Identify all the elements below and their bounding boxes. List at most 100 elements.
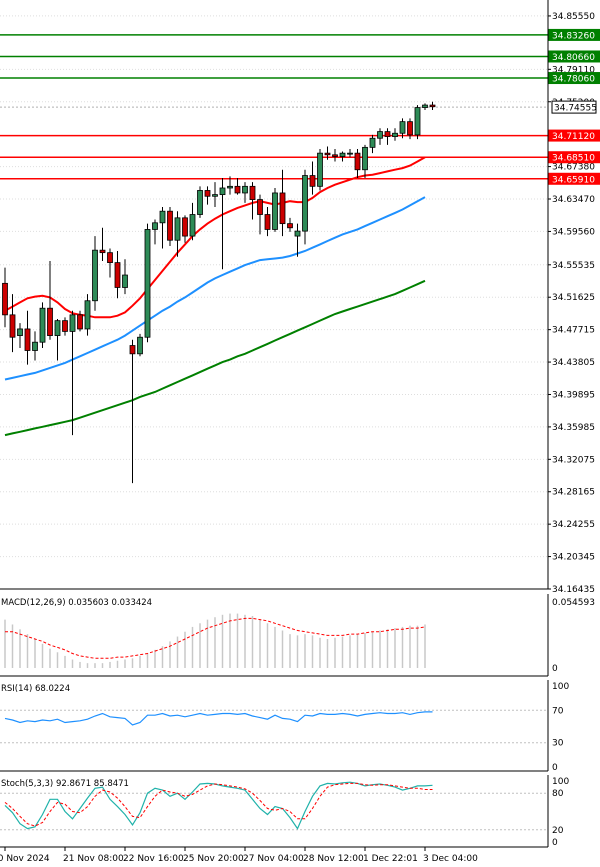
level-label-box [548, 129, 600, 142]
indicator-title: RSI(14) 68.0224 [1, 684, 70, 694]
price-tick-label: 34.28165 [552, 488, 595, 498]
candle [294, 223, 301, 257]
level-label-box [548, 172, 600, 185]
candle-body [279, 192, 286, 225]
candle [129, 339, 136, 484]
candle-body [399, 121, 406, 134]
candle-body [302, 175, 308, 232]
candle-body [309, 175, 316, 187]
candle-body [129, 345, 136, 355]
price-tick-label: 34.63470 [552, 195, 595, 205]
price-tick-label: 34.51625 [552, 293, 595, 303]
candle-body [227, 185, 233, 189]
candle [332, 149, 338, 162]
candle-body [92, 249, 98, 302]
candle [429, 101, 436, 111]
candle-body [174, 217, 181, 241]
candle [347, 149, 353, 158]
candle-body [144, 229, 151, 338]
ma-medium-line [4, 196, 426, 381]
candle [227, 176, 233, 195]
price-tick-label: 34.35985 [552, 423, 595, 433]
candle [369, 134, 376, 154]
candle-body [392, 132, 398, 137]
indicator-title: MACD(12,26,9) 0.035603 0.033424 [1, 598, 152, 608]
candle-body [122, 274, 128, 288]
candle [47, 260, 53, 340]
candle-body [422, 104, 428, 108]
price-axis: 34.8555034.7911034.7520034.6738034.63470… [548, 12, 600, 595]
stoch-d-line [4, 782, 433, 827]
candle [77, 310, 83, 332]
stoch-k-line [4, 781, 433, 830]
candle [122, 259, 128, 295]
candle-body [39, 307, 46, 343]
candle [69, 310, 76, 436]
stoch-tick-label: 0 [552, 838, 558, 848]
candle [339, 151, 346, 162]
candle [197, 186, 203, 218]
candle [54, 318, 61, 361]
candle-body [324, 152, 331, 156]
candle-body [242, 185, 248, 194]
time-tick-label: 25 Nov 20:00 [183, 854, 244, 864]
candle-body [294, 230, 301, 237]
candle [212, 182, 218, 208]
candle-body [69, 314, 76, 332]
candle-body [84, 300, 91, 330]
panel-frames [0, 0, 549, 848]
time-tick-label: 22 Nov 16:00 [123, 854, 184, 864]
candle [204, 186, 211, 205]
candle [317, 149, 323, 191]
candle [384, 128, 391, 145]
candle [189, 202, 196, 241]
macd-tick-label: 0 [552, 664, 558, 674]
candle-body [257, 199, 263, 215]
candle-body [54, 320, 61, 336]
candle-body [264, 214, 271, 230]
candle [234, 178, 241, 195]
level-label-box [548, 72, 600, 85]
candle-body [77, 314, 83, 330]
price-tick-label: 34.59560 [552, 227, 595, 237]
candle [182, 215, 188, 243]
stoch-tick-label: 20 [552, 826, 564, 836]
candle [114, 250, 121, 299]
candles [2, 101, 436, 484]
candle [24, 310, 31, 365]
price-tick-label: 34.43805 [552, 358, 595, 368]
candle [309, 161, 316, 195]
price-levels [0, 34, 548, 180]
candle-body [189, 214, 196, 237]
current-price-box [551, 100, 597, 114]
price-tick-label: 34.47715 [552, 326, 595, 336]
candle [414, 105, 421, 140]
candle [2, 267, 8, 328]
candle-body [24, 328, 31, 351]
macd-panel: MACD(12,26,9) 0.035603 0.033424 0.054593 0 [1, 598, 595, 674]
price-tick-label: 34.85550 [552, 12, 595, 22]
candle-body [369, 137, 376, 148]
indicator-title: Stoch(5,3,3) 92.8671 85.8471 [1, 779, 129, 789]
candle [92, 236, 98, 311]
candle-body [137, 336, 143, 355]
candle [99, 227, 106, 261]
price-grid [0, 15, 548, 590]
candle [324, 146, 331, 160]
candle-body [234, 185, 241, 194]
candle [264, 207, 271, 237]
candle [287, 217, 293, 232]
candle [17, 323, 23, 349]
candle-body [99, 249, 106, 254]
candle [362, 144, 368, 179]
time-tick-label: 28 Nov 12:00 [303, 854, 364, 864]
macd-signal-line [5, 617, 426, 659]
price-tick-label: 34.24255 [552, 520, 595, 530]
candle [39, 302, 46, 349]
candle [399, 118, 406, 139]
candle-body [114, 262, 121, 288]
candle-body [339, 152, 346, 157]
level-label: 34.71120 [552, 132, 595, 142]
candle-body [249, 185, 256, 200]
